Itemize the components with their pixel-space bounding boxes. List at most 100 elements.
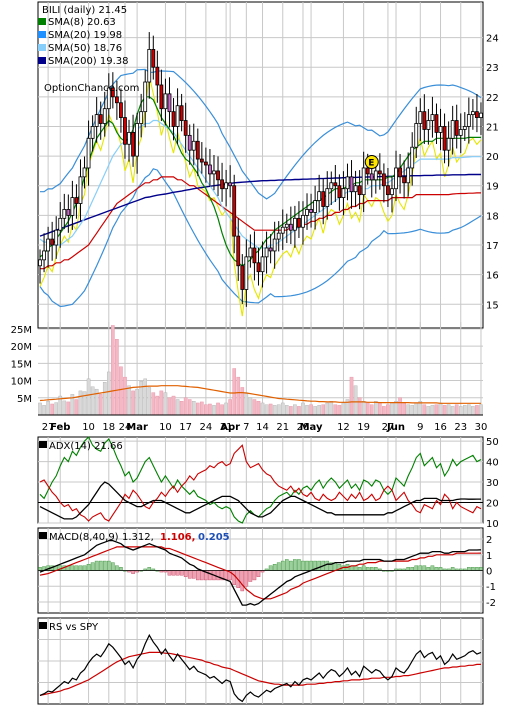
macd-histogram-bar xyxy=(256,570,261,577)
macd-histogram-bar xyxy=(414,565,419,571)
volume-bar xyxy=(462,405,467,416)
volume-bar xyxy=(131,390,135,416)
candle-body xyxy=(276,232,281,240)
candle-body xyxy=(377,170,382,175)
volume-bar xyxy=(276,404,281,416)
volume-bar xyxy=(179,401,184,416)
candle-body xyxy=(264,247,269,258)
volume-bar xyxy=(313,406,317,416)
macd-histogram-bar xyxy=(171,570,176,576)
candle-body xyxy=(232,185,237,237)
volume-bar xyxy=(454,404,459,416)
date-tick-label: 17 xyxy=(179,422,192,433)
macd-histogram-bar xyxy=(82,565,87,571)
macd-histogram-bar xyxy=(78,565,83,571)
candle-body xyxy=(321,191,326,207)
macd-histogram-bar xyxy=(38,567,42,571)
macd-panel: -2 -1 0 1 2 MACD(8,40,9) 1.312, 1.106, 0.205 xyxy=(37,527,496,614)
volume-bar xyxy=(402,402,406,416)
legend-swatch xyxy=(38,44,46,51)
macd-histogram-bar xyxy=(268,565,273,571)
volume-bar xyxy=(329,401,334,416)
watermark-text: OptionChance.com xyxy=(44,83,139,94)
candle-body xyxy=(260,256,265,273)
volume-bar xyxy=(378,402,382,416)
volume-bar xyxy=(361,401,366,416)
macd-histogram-bar xyxy=(317,560,321,571)
date-tick-label: Jun xyxy=(386,422,405,433)
macd-histogram-bar xyxy=(131,570,135,574)
volume-bar xyxy=(446,404,451,416)
candle-body xyxy=(466,114,471,127)
macd-histogram-bar xyxy=(86,564,91,571)
macd-histogram-bar xyxy=(479,567,483,571)
candle-body xyxy=(62,209,67,219)
candle-body xyxy=(458,129,463,136)
macd-histogram-bar xyxy=(183,570,188,577)
candle-body xyxy=(325,188,330,207)
macd-signal-line xyxy=(39,546,482,600)
volume-bar xyxy=(293,404,297,416)
volume-bar xyxy=(256,401,261,416)
volume-bar xyxy=(195,402,200,416)
volume-bar xyxy=(216,402,220,416)
candle-body xyxy=(422,111,427,130)
volume-bar xyxy=(280,402,285,416)
macd-histogram-bar xyxy=(74,565,79,571)
candle-body xyxy=(394,167,398,190)
macd-histogram-bar xyxy=(406,567,410,571)
rs-title: RS vs SPY xyxy=(49,622,99,633)
volume-bar xyxy=(382,406,386,416)
volume-bar xyxy=(123,376,127,416)
rs-legend-swatch xyxy=(39,622,47,629)
macd-tick-label: 2 xyxy=(486,535,492,546)
candle-body xyxy=(361,167,366,196)
volume-bar xyxy=(414,402,419,416)
volume-bar xyxy=(66,401,71,416)
volume-bar xyxy=(260,402,265,416)
rs-panel: RS vs SPY xyxy=(37,617,484,705)
adx-legend-swatch xyxy=(39,441,47,448)
price-tick-label: 22 xyxy=(486,93,499,104)
volume-bar xyxy=(143,378,148,416)
volume-bar xyxy=(430,405,435,416)
date-tick-label: 31 xyxy=(220,422,233,433)
volume-bar xyxy=(337,405,342,416)
volume-bar xyxy=(289,406,293,416)
macd-histogram-bar xyxy=(309,560,313,571)
adx-title: ADX(14) 21.66 xyxy=(49,441,123,452)
candle-body xyxy=(183,120,188,136)
volume-bar xyxy=(106,371,111,416)
volume-bar xyxy=(90,386,95,416)
candle-body xyxy=(345,176,350,190)
volume-tick-label: 20M xyxy=(11,342,32,353)
price-tick-label: 24 xyxy=(486,34,499,45)
macd-histogram-bar xyxy=(90,562,95,571)
volume-bar xyxy=(42,405,46,416)
macd-histogram-bar xyxy=(167,570,172,576)
date-tick-label: 27 xyxy=(382,422,395,433)
macd-histogram-bar xyxy=(147,567,152,571)
volume-panel: 5M 10M 15M 20M 25M xyxy=(11,322,483,416)
candle-body xyxy=(390,188,394,196)
candle-body xyxy=(70,197,75,216)
candle-body xyxy=(284,223,289,228)
macd-histogram-bar xyxy=(471,567,475,571)
macd-histogram-bar xyxy=(325,560,330,571)
volume-bar xyxy=(357,397,362,416)
candle-body xyxy=(337,185,342,198)
volume-bar xyxy=(325,402,330,416)
macd-histogram-bar xyxy=(450,567,455,571)
macd-histogram-bar xyxy=(195,570,200,581)
volume-bar xyxy=(450,406,455,416)
candle-body xyxy=(195,140,200,160)
candle-body xyxy=(317,191,322,201)
candle-body xyxy=(191,140,196,151)
volume-bar xyxy=(297,406,301,416)
volume-bar xyxy=(86,378,91,416)
macd-histogram-bar xyxy=(430,565,435,571)
price-tick-label: 23 xyxy=(486,63,499,74)
adx-tick-label: 20 xyxy=(486,499,499,510)
adx-tick-label: 50 xyxy=(486,437,499,448)
